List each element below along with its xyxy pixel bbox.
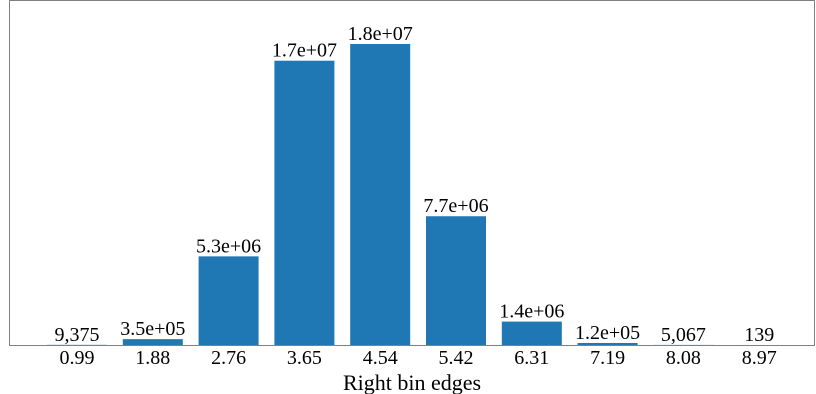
- bar-2.76: [198, 256, 259, 345]
- data-label-4.54: 1.8e+07: [348, 23, 413, 45]
- x-tick-labels-group: 0.99 1.88 2.76 3.65 4.54 5.42 6.31 7.19 8.08 8.97: [60, 347, 777, 369]
- data-label-6.31: 1.4e+06: [499, 301, 564, 323]
- x-tick-label-3.65: 3.65: [287, 347, 322, 369]
- x-tick-label-7.19: 7.19: [590, 347, 625, 369]
- x-tick-label-1.88: 1.88: [135, 347, 170, 369]
- x-axis-title: Right bin edges: [343, 370, 481, 394]
- bar-5.42: [426, 216, 486, 345]
- x-tick-label-8.08: 8.08: [666, 347, 701, 369]
- data-label-5.42: 7.7e+06: [423, 195, 488, 217]
- bars-group: [47, 44, 714, 345]
- plot-frame: [9, 0, 815, 346]
- data-label-3.65: 1.7e+07: [272, 40, 337, 62]
- bar-6.31: [501, 321, 562, 345]
- bar-4.54: [350, 44, 411, 345]
- data-labels-group: 9,375 3.5e+05 5.3e+06 1.7e+07 1.8e+07 7.7e+06…: [55, 23, 775, 346]
- x-tick-label-8.97: 8.97: [742, 347, 777, 369]
- bar-1.88: [122, 339, 183, 345]
- bar-7.19: [577, 342, 638, 345]
- data-label-2.76: 5.3e+06: [196, 235, 261, 257]
- x-tick-label-4.54: 4.54: [363, 347, 398, 369]
- data-label-8.08: 5,067: [661, 324, 706, 346]
- data-label-8.97: 139: [744, 324, 774, 346]
- data-label-7.19: 1.2e+05: [575, 322, 640, 344]
- x-tick-label-2.76: 2.76: [211, 347, 246, 369]
- x-tick-label-0.99: 0.99: [60, 347, 95, 369]
- bar-3.65: [274, 60, 335, 345]
- data-label-0.99: 9,375: [55, 324, 100, 346]
- x-tick-label-6.31: 6.31: [514, 347, 549, 369]
- x-tick-label-5.42: 5.42: [439, 347, 474, 369]
- data-label-1.88: 3.5e+05: [120, 318, 185, 340]
